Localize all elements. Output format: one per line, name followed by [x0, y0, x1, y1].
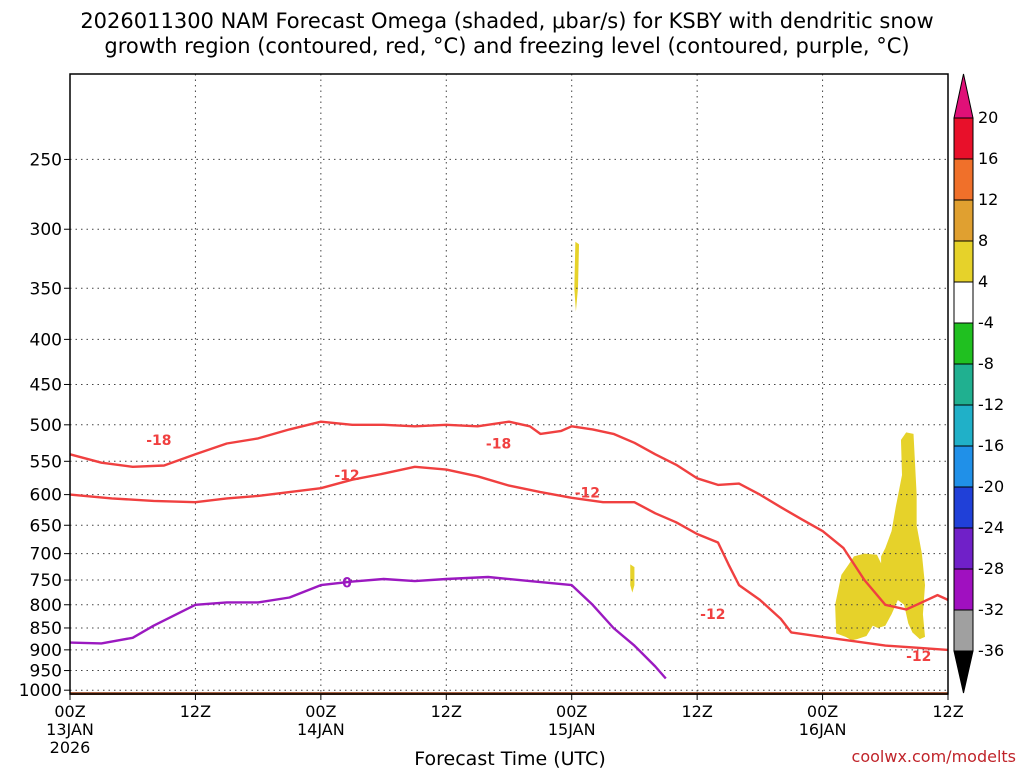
x-tick-label: 14JAN [297, 720, 345, 739]
colorbar-segment [953, 199, 974, 242]
y-tick-label: 950 [30, 662, 62, 682]
x-axis-label: Forecast Time (UTC) [414, 748, 605, 768]
colorbar-label: -28 [978, 559, 1004, 578]
colorbar-label: -16 [978, 436, 1004, 455]
colorbar-label: -8 [978, 354, 994, 373]
x-tick-label: 00Z [807, 702, 838, 721]
colorbar-segment [953, 117, 974, 160]
x-tick-label: 12Z [932, 702, 963, 721]
colorbar-label: 16 [978, 149, 998, 168]
colorbar: 20 16 12 8 4 -4 -8 -12 -16 -20 -24 -28 -32 -36 [953, 73, 1004, 694]
colorbar-segment [953, 281, 974, 324]
contour-label: -12 [575, 486, 600, 502]
contour-label: -12 [700, 607, 725, 623]
colorbar-top-arrow [953, 73, 974, 119]
y-tick-label: 600 [30, 486, 62, 506]
y-tick-label: 450 [30, 375, 62, 395]
y-tick-label: 800 [30, 596, 62, 616]
y-tick-label: 350 [30, 279, 62, 299]
colorbar-label: -24 [978, 518, 1004, 537]
x-tick-label: 13JAN [46, 720, 94, 739]
colorbar-segment [953, 322, 974, 365]
y-tick-label: 750 [30, 571, 62, 591]
colorbar-segment [953, 363, 974, 406]
contour-label: -18 [146, 433, 171, 449]
x-tick-label: 12Z [180, 702, 211, 721]
colorbar-segment [953, 445, 974, 488]
y-tick-label: 700 [30, 545, 62, 565]
credit-text: coolwx.com/modelts [852, 747, 1016, 766]
colorbar-segment [953, 486, 974, 529]
colorbar-segment [953, 404, 974, 447]
x-tick-label: 15JAN [548, 720, 596, 739]
contour-label: -12 [334, 468, 359, 484]
colorbar-label: -20 [978, 477, 1004, 496]
colorbar-segment [953, 568, 974, 611]
chart-title-line-2: growth region (contoured, red, °C) and f… [104, 34, 909, 58]
contour-label: 0 [342, 576, 352, 592]
colorbar-label: 20 [978, 108, 998, 127]
y-tick-label: 900 [30, 641, 62, 661]
y-tick-label: 300 [30, 220, 62, 240]
colorbar-label: 12 [978, 190, 998, 209]
x-tick-label: 12Z [681, 702, 712, 721]
colorbar-segment [953, 609, 974, 652]
colorbar-segment [953, 158, 974, 201]
plot-frame [69, 73, 949, 695]
colorbar-bottom-arrow [953, 650, 974, 694]
omega-shaded-area [574, 241, 580, 312]
x-tick-label: 00Z [556, 702, 587, 721]
colorbar-label: -32 [978, 600, 1004, 619]
y-tick-label: 400 [30, 330, 62, 350]
colorbar-label: -36 [978, 641, 1004, 660]
colorbar-segment [953, 527, 974, 570]
x-tick-label: 2026 [50, 738, 91, 757]
contour-label: -18 [486, 436, 511, 452]
chart-title-line-1: 2026011300 NAM Forecast Omega (shaded, μ… [80, 9, 933, 33]
colorbar-label: 4 [978, 272, 988, 291]
x-tick-label: 00Z [305, 702, 336, 721]
x-tick-label: 16JAN [799, 720, 847, 739]
plot-area: -18 -18 -12 -12 -12 -12 0 250 300 350 400 450 500 550… [19, 73, 964, 757]
contour-line--12 [69, 465, 949, 652]
x-tick-label: 00Z [54, 702, 85, 721]
colorbar-label: -12 [978, 395, 1004, 414]
colorbar-segment [953, 240, 974, 283]
y-tick-label: 500 [30, 416, 62, 436]
omega-shaded-area [630, 564, 635, 593]
y-tick-label: 550 [30, 452, 62, 472]
colorbar-label: -4 [978, 313, 994, 332]
y-tick-label: 250 [30, 150, 62, 170]
x-tick-label: 12Z [431, 702, 462, 721]
y-tick-label: 650 [30, 516, 62, 536]
contour-line-0 [69, 575, 667, 680]
omega-shaded-area [835, 432, 926, 641]
y-tick-label: 850 [30, 619, 62, 639]
y-tick-label: 1000 [19, 681, 62, 701]
contour-label: -12 [906, 649, 931, 665]
contour-line--18 [69, 420, 949, 611]
colorbar-label: 8 [978, 231, 988, 250]
